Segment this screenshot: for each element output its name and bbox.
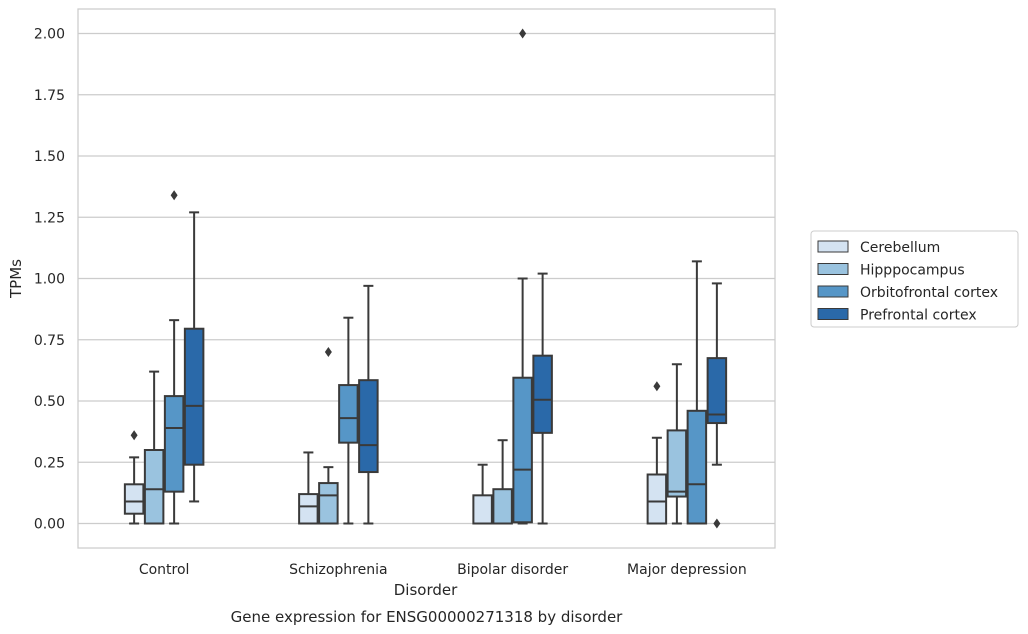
outlier-point xyxy=(519,28,527,39)
boxes xyxy=(123,28,728,529)
box xyxy=(298,493,319,525)
x-tick-label: Bipolar disorder xyxy=(457,562,568,578)
legend-entry: Prefrontal cortex xyxy=(860,308,977,324)
box xyxy=(532,354,553,434)
box xyxy=(646,473,668,525)
y-tick-label: 2.00 xyxy=(34,27,65,43)
x-axis-label: Disorder xyxy=(394,581,458,599)
legend: Cerebellum Hipppocampus Orbitofrontal cort… xyxy=(810,230,1019,328)
box-cerebellum xyxy=(646,381,668,525)
box-hipppocampus xyxy=(492,439,513,525)
box-prefrontal-cortex xyxy=(358,284,379,525)
y-axis-label: TPMs xyxy=(7,259,25,299)
outlier-point xyxy=(713,518,721,529)
box-hipppocampus xyxy=(666,363,688,525)
box-orbitofrontal-cortex xyxy=(512,28,533,525)
box-prefrontal-cortex xyxy=(183,211,205,503)
box-hipppocampus xyxy=(143,370,165,525)
y-tick-label: 1.50 xyxy=(34,149,65,165)
y-tick-label: 0.25 xyxy=(34,455,65,471)
box xyxy=(143,449,165,525)
y-tick-labels: 0.00 0.25 0.50 0.75 1.00 1.25 1.50 1.75 2.00 xyxy=(34,27,65,533)
box-orbitofrontal-cortex xyxy=(163,190,185,525)
outlier-point xyxy=(170,190,178,201)
box-prefrontal-cortex xyxy=(532,272,553,525)
box-orbitofrontal-cortex xyxy=(686,260,708,525)
y-tick-label: 0.50 xyxy=(34,394,65,410)
box-prefrontal-cortex xyxy=(706,282,728,529)
y-tick-label: 0.00 xyxy=(34,517,65,533)
outlier-point xyxy=(130,430,138,441)
box xyxy=(183,327,205,466)
plot-frame xyxy=(77,8,776,549)
box-cerebellum xyxy=(298,451,319,525)
x-tick-label: Control xyxy=(139,562,190,578)
box xyxy=(686,409,708,525)
chart-caption: Gene expression for ENSG00000271318 by d… xyxy=(231,608,624,626)
legend-swatch xyxy=(817,263,849,275)
legend-swatch xyxy=(817,308,849,320)
box xyxy=(123,483,145,515)
legend-entry: Orbitofrontal cortex xyxy=(860,285,998,301)
outlier-point xyxy=(653,381,661,392)
x-tick-labels: Control Schizophrenia Bipolar disorder Majo… xyxy=(139,562,747,578)
legend-entry: Hipppocampus xyxy=(860,263,965,279)
outlier-point xyxy=(324,347,332,357)
y-tick-label: 1.00 xyxy=(34,272,65,288)
y-tick-label: 1.75 xyxy=(34,88,65,104)
box-cerebellum xyxy=(123,430,145,525)
box-cerebellum xyxy=(472,463,493,525)
box-hipppocampus xyxy=(318,347,339,525)
box xyxy=(472,494,493,525)
y-tick-label: 1.25 xyxy=(34,210,65,226)
box xyxy=(512,376,533,524)
x-tick-label: Schizophrenia xyxy=(289,562,387,578)
box xyxy=(338,384,359,444)
y-tick-label: 0.75 xyxy=(34,333,65,349)
box xyxy=(492,488,513,525)
box xyxy=(666,429,688,498)
legend-frame xyxy=(810,230,1019,328)
box xyxy=(163,395,185,493)
legend-swatch xyxy=(817,285,849,298)
x-tick-label: Major depression xyxy=(627,562,747,578)
box xyxy=(358,379,379,474)
box xyxy=(318,482,339,525)
box-orbitofrontal-cortex xyxy=(338,316,359,525)
legend-swatch xyxy=(817,240,849,253)
legend-entry: Cerebellum xyxy=(860,240,940,256)
box xyxy=(706,357,728,425)
